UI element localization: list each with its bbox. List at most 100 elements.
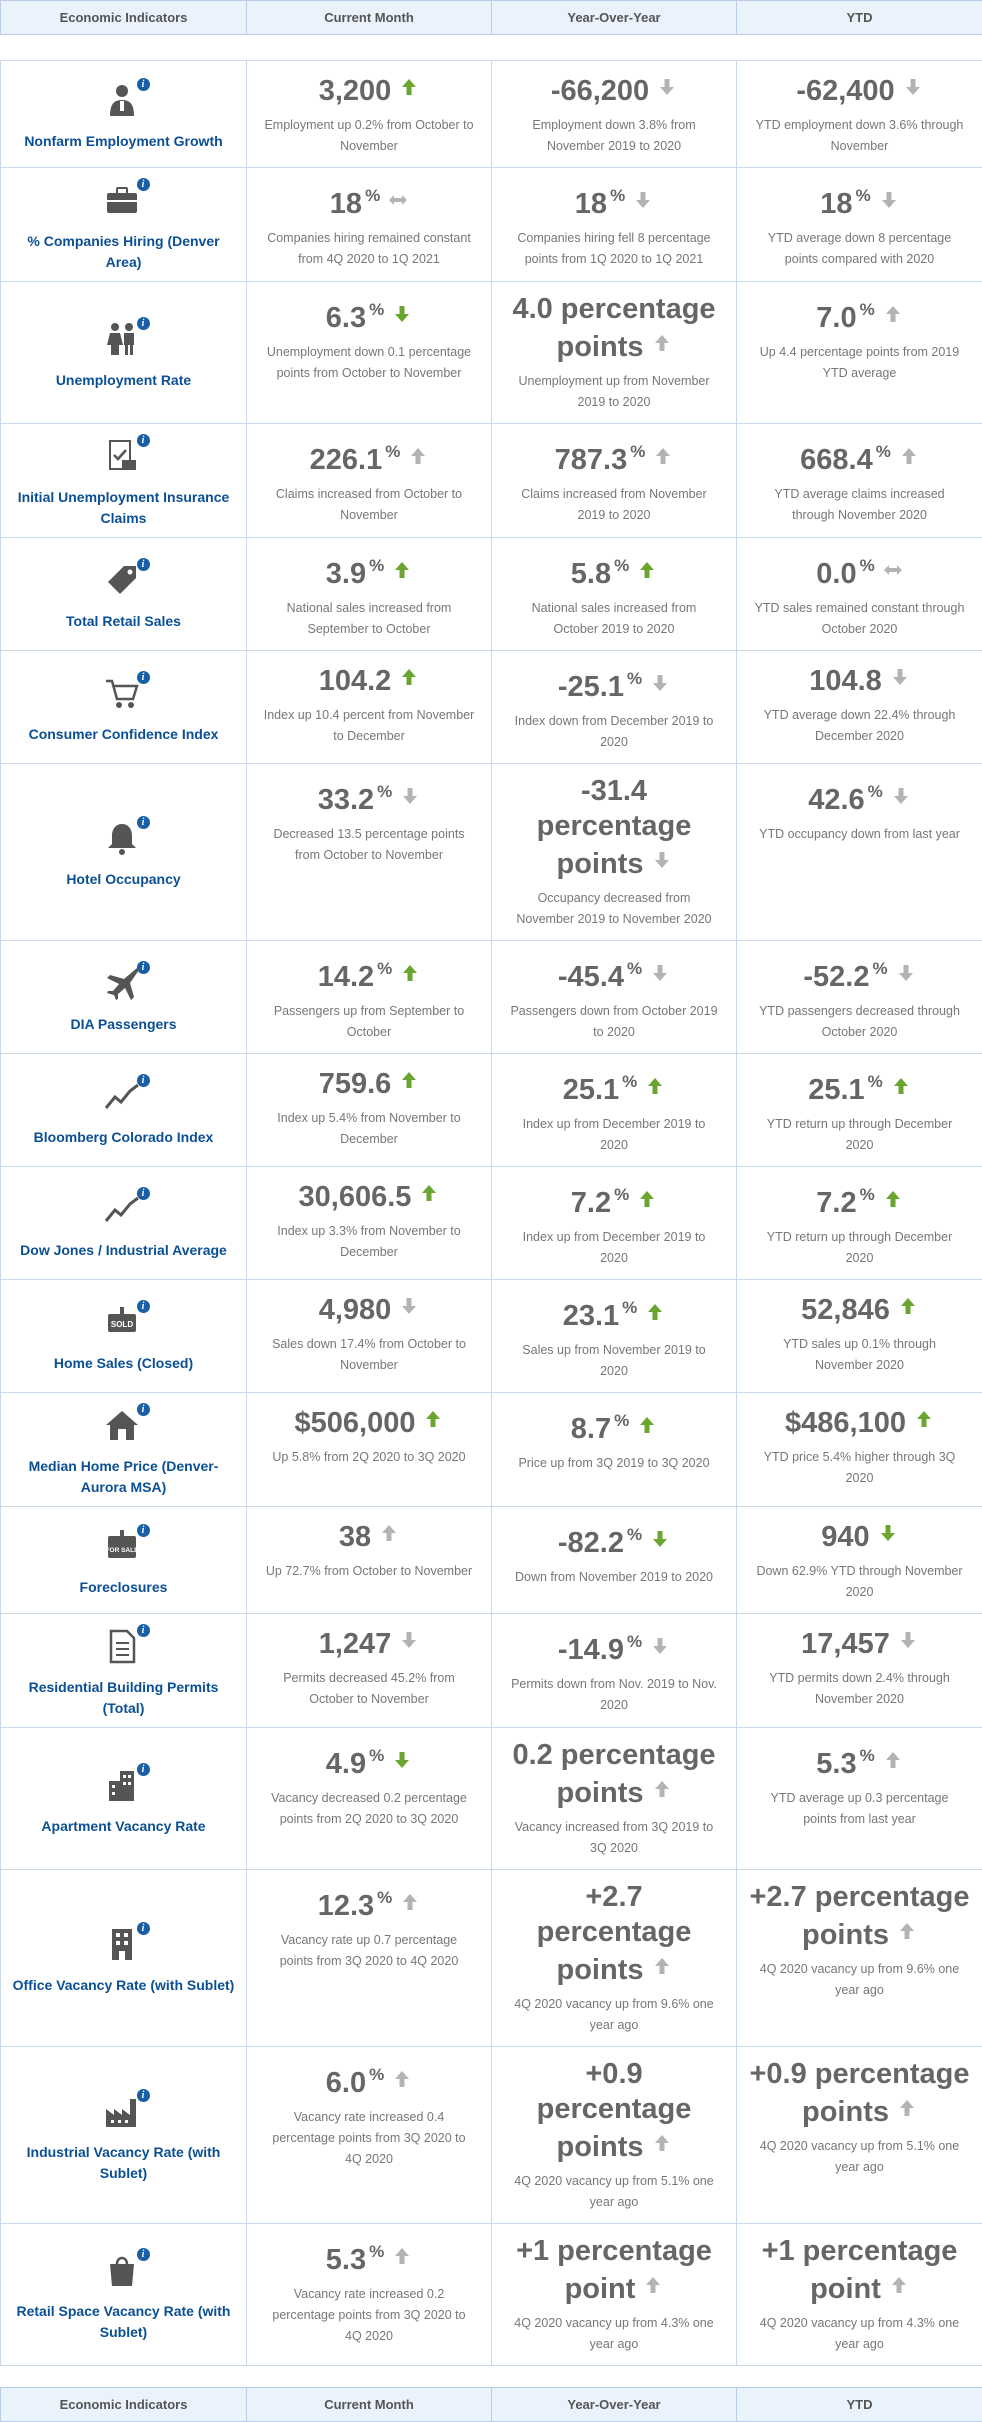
value-text: 42.6 (808, 784, 864, 816)
value-text: 30,606.5 (299, 1181, 412, 1213)
info-icon[interactable]: i (137, 1074, 150, 1087)
info-icon[interactable]: i (137, 2248, 150, 2261)
indicator-icon-wrap: i (98, 959, 150, 1005)
indicator-name-link[interactable]: Residential Building Permits (Total) (11, 1677, 236, 1719)
percent-sign: % (377, 782, 392, 801)
indicator-name-link[interactable]: Retail Space Vacancy Rate (with Sublet) (11, 2301, 236, 2343)
indicator-description: Employment down 3.8% from November 2019 … (504, 115, 724, 157)
arrow-left-right-icon (388, 184, 408, 204)
info-icon[interactable]: i (137, 178, 150, 191)
footer-economic-indicators: Economic Indicators (1, 2388, 247, 2422)
indicator-foreclosures: FOR SALE i Foreclosures (1, 1507, 247, 1614)
indicator-name-link[interactable]: Hotel Occupancy (11, 869, 236, 890)
header-current-month: Current Month (247, 1, 492, 35)
arrow-up-icon (399, 1064, 419, 1084)
indicator-dia-passengers: i DIA Passengers (1, 941, 247, 1054)
arrow-down-icon (879, 184, 899, 204)
indicator-icon-wrap: i (98, 1185, 150, 1231)
indicator-value: 1,247 (259, 1624, 479, 1662)
cell-ytd: $486,100 YTD price 5.4% higher through 3… (737, 1393, 982, 1507)
info-icon[interactable]: i (137, 1524, 150, 1537)
indicator-name-link[interactable]: Bloomberg Colorado Index (11, 1127, 236, 1148)
info-icon[interactable]: i (137, 2089, 150, 2102)
indicator-value: 42.6% (749, 774, 970, 818)
indicator-name-link[interactable]: Apartment Vacancy Rate (11, 1816, 236, 1837)
header-ytd: YTD (737, 1, 982, 35)
info-icon[interactable]: i (137, 1763, 150, 1776)
percent-sign: % (369, 2242, 384, 2261)
indicator-value: -62,400 (749, 71, 970, 109)
indicator-value: 18% (259, 178, 479, 222)
indicator-icon-wrap: i (98, 1401, 150, 1447)
arrow-up-icon (883, 1183, 903, 1203)
arrow-up-icon (652, 1773, 672, 1793)
indicator-description: YTD employment down 3.6% through Novembe… (749, 115, 970, 157)
value-text: 6.3 (326, 302, 366, 334)
indicator-name-link[interactable]: Office Vacancy Rate (with Sublet) (11, 1975, 236, 1996)
info-icon[interactable]: i (137, 434, 150, 447)
indicator-value: +2.7 percentage points (504, 1880, 724, 1988)
cell-cm: 3,200 Employment up 0.2% from October to… (247, 61, 492, 168)
arrow-up-icon (652, 1950, 672, 1970)
cell-yoy: +2.7 percentage points 4Q 2020 vacancy u… (492, 1870, 737, 2047)
cell-ytd: 940 Down 62.9% YTD through November 2020 (737, 1507, 982, 1614)
arrow-up-icon (883, 1744, 903, 1764)
indicator-name-link[interactable]: Initial Unemployment Insurance Claims (11, 487, 236, 529)
arrow-up-icon (423, 1403, 443, 1423)
info-icon[interactable]: i (137, 1403, 150, 1416)
table-row: i Unemployment Rate 6.3% Unemployment do… (1, 282, 982, 424)
indicator-name-link[interactable]: % Companies Hiring (Denver Area) (11, 231, 236, 273)
value-text: 14.2 (318, 961, 374, 993)
indicator-description: Vacancy decreased 0.2 percentage points … (259, 1788, 479, 1830)
info-icon[interactable]: i (137, 317, 150, 330)
value-text: 668.4 (800, 444, 873, 476)
indicator-name-link[interactable]: Median Home Price (Denver-Aurora MSA) (11, 1456, 236, 1498)
indicator-name-link[interactable]: Foreclosures (11, 1577, 236, 1598)
value-text: 4.9 (326, 1748, 366, 1780)
info-icon[interactable]: i (137, 1624, 150, 1637)
indicator-description: YTD price 5.4% higher through 3Q 2020 (749, 1447, 970, 1489)
table-row: i Nonfarm Employment Growth 3,200 Employ… (1, 61, 982, 168)
info-icon[interactable]: i (137, 671, 150, 684)
info-icon[interactable]: i (137, 1300, 150, 1313)
info-icon[interactable]: i (137, 1922, 150, 1935)
indicator-name-link[interactable]: Industrial Vacancy Rate (with Sublet) (11, 2142, 236, 2184)
indicator-description: National sales increased from October 20… (504, 598, 724, 640)
indicator-dow-jones-industrial-average: i Dow Jones / Industrial Average (1, 1167, 247, 1280)
header-economic-indicators: Economic Indicators (1, 1, 247, 35)
value-text: 18 (820, 188, 852, 220)
table-row: i Hotel Occupancy 33.2% Decreased 13.5 p… (1, 764, 982, 941)
indicator-name-link[interactable]: DIA Passengers (11, 1014, 236, 1035)
info-icon[interactable]: i (137, 558, 150, 571)
shopping-bag-icon (104, 2252, 140, 2288)
info-icon[interactable]: i (137, 816, 150, 829)
indicator-name-link[interactable]: Dow Jones / Industrial Average (11, 1240, 236, 1261)
info-icon[interactable]: i (137, 78, 150, 91)
indicator-value: 4.0 percentage points (504, 292, 724, 365)
indicator-name-link[interactable]: Total Retail Sales (11, 611, 236, 632)
cell-ytd: 104.8 YTD average down 22.4% through Dec… (737, 651, 982, 764)
indicator-name-link[interactable]: Consumer Confidence Index (11, 724, 236, 745)
value-text: +2.7 percentage points (749, 1881, 969, 1951)
indicator-description: Companies hiring fell 8 percentage point… (504, 228, 724, 270)
cell-yoy: +0.9 percentage points 4Q 2020 vacancy u… (492, 2047, 737, 2224)
value-text: 104.8 (809, 665, 882, 697)
indicator-description: YTD sales remained constant through Octo… (749, 598, 970, 640)
info-icon[interactable]: i (137, 961, 150, 974)
percent-sign: % (385, 442, 400, 461)
table-row: i % Companies Hiring (Denver Area) 18% C… (1, 168, 982, 282)
arrow-down-icon (650, 957, 670, 977)
percent-sign: % (369, 300, 384, 319)
info-icon[interactable]: i (137, 1187, 150, 1200)
indicator-name-link[interactable]: Home Sales (Closed) (11, 1353, 236, 1374)
arrow-down-icon (399, 1290, 419, 1310)
indicator-name-link[interactable]: Unemployment Rate (11, 370, 236, 391)
percent-sign: % (614, 556, 629, 575)
indicator-name-link[interactable]: Nonfarm Employment Growth (11, 131, 236, 152)
table-row: i Retail Space Vacancy Rate (with Sublet… (1, 2224, 982, 2366)
value-text: 5.8 (571, 558, 611, 590)
value-text: 25.1 (563, 1074, 619, 1106)
percent-sign: % (622, 1298, 637, 1317)
arrow-up-icon (889, 2269, 909, 2289)
